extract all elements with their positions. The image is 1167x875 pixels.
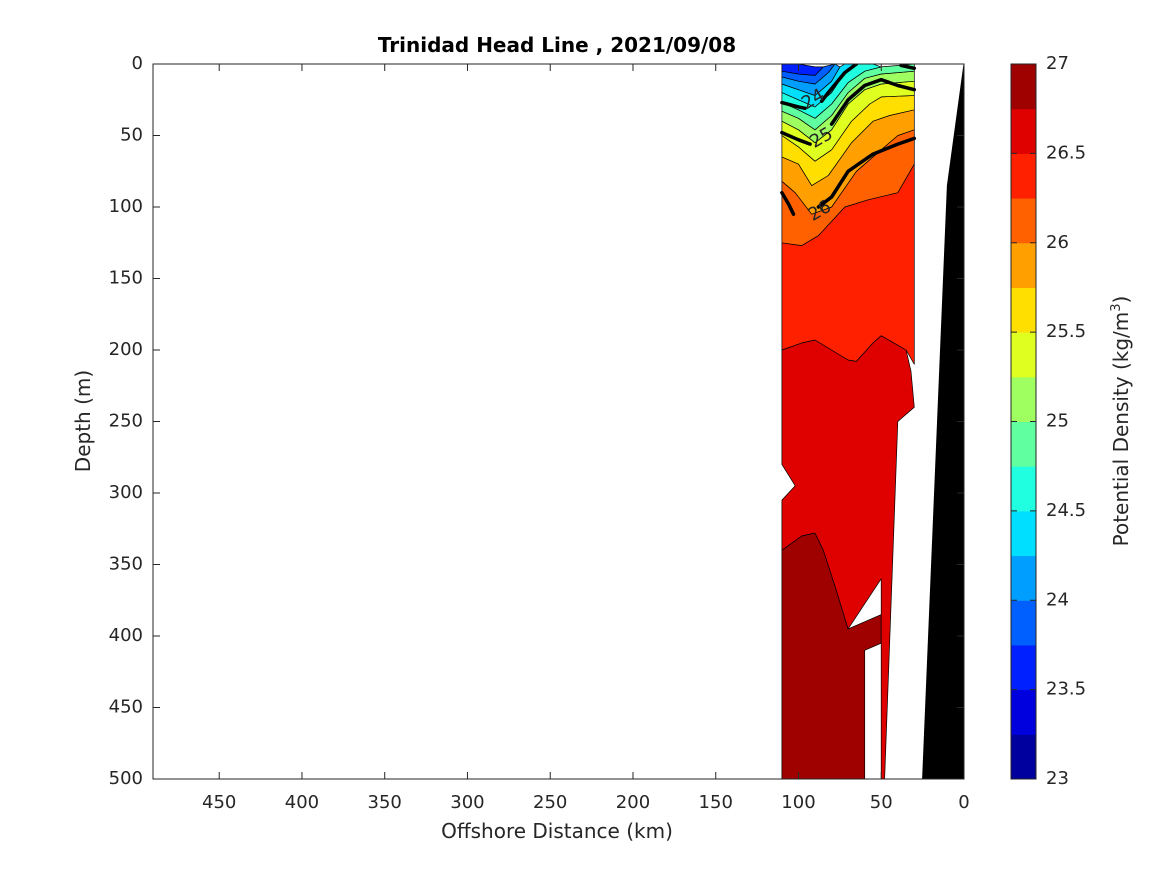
bathymetry-shape [922,64,964,779]
y-axis-ticks: 0 50 100 150 200 250 300 350 400 450 500 [109,53,964,789]
y-tick-label-400: 400 [109,625,143,646]
contour-line-layer [780,64,917,216]
colorbar-bin-8 [1011,376,1036,422]
colorbar-tick-label-26: 26 [1046,232,1069,253]
colorbar-bin-6 [1011,466,1036,512]
y-tick-label-500: 500 [109,768,143,789]
colorbar-bin-7 [1011,421,1036,467]
y-tick-label-250: 250 [109,411,143,432]
contour-fill-layer [781,64,915,779]
x-axis-label: Offshore Distance (km) [441,819,673,843]
y-tick-label-350: 350 [109,554,143,575]
contour-line-25-4 [829,77,917,126]
contour-line-25-3 [780,130,812,146]
y-tick-label-100: 100 [109,196,143,217]
chart-title: Trinidad Head Line , 2021/09/08 [378,33,736,57]
contour-line-24-0 [780,100,807,111]
colorbar-bin-10 [1011,287,1036,333]
colorbar-bin-11 [1011,242,1036,288]
y-tick-label-150: 150 [109,268,143,289]
colorbar-bin-14 [1011,108,1036,154]
x-tick-label-150: 150 [699,792,733,813]
colorbar-bin-9 [1011,332,1036,378]
colorbar-bin-4 [1011,555,1036,601]
colorbar-label-suffix: ) [1109,296,1133,304]
x-tick-label-50: 50 [870,792,893,813]
x-tick-label-0: 0 [958,792,969,813]
colorbar-tick-label-24.5: 24.5 [1046,500,1086,521]
x-tick-label-300: 300 [450,792,484,813]
colorbar-tick-label-25: 25 [1046,411,1069,432]
x-tick-label-450: 450 [202,792,236,813]
colorbar-bin-12 [1011,198,1036,244]
colorbar [1011,64,1036,780]
y-tick-label-450: 450 [109,697,143,718]
colorbar-bin-3 [1011,600,1036,646]
x-tick-label-350: 350 [368,792,402,813]
y-tick-label-0: 0 [132,53,143,74]
y-tick-label-200: 200 [109,339,143,360]
x-tick-label-100: 100 [781,792,815,813]
contour-line-24-1 [819,64,859,103]
colorbar-label-superscript: 3 [1109,303,1124,311]
colorbar-label-text: Potential Density (kg/m [1109,312,1133,547]
colorbar-tick-label-26.5: 26.5 [1046,142,1086,163]
bathymetry-layer [922,64,964,779]
y-axis-label: Depth (m) [71,370,95,472]
contour-line-26-6 [816,136,917,209]
colorbar-bin-0 [1011,734,1036,780]
colorbar-bin-5 [1011,510,1036,557]
colorbar-tick-label-25.5: 25.5 [1046,321,1086,342]
colorbar-label: Potential Density (kg/m3) [1109,296,1133,547]
y-tick-label-50: 50 [120,125,143,146]
contour-line-24-2 [899,64,917,71]
colorbar-bin-2 [1011,644,1036,691]
x-tick-label-200: 200 [616,792,650,813]
colorbar-tick-label-27: 27 [1046,53,1069,74]
colorbar-bin-13 [1011,153,1036,199]
colorbar-tick-label-23.5: 23.5 [1046,679,1086,700]
colorbar-bin-1 [1011,689,1036,735]
contour-line-26-5 [780,190,796,216]
colorbar-ticks: 23 23.5 24 24.5 25 25.5 26 26.5 27 [1011,53,1086,789]
x-tick-label-250: 250 [533,792,567,813]
x-tick-label-400: 400 [285,792,319,813]
x-axis-ticks: 450 400 350 300 250 200 150 100 50 0 [202,64,970,813]
colorbar-tick-label-24: 24 [1046,589,1069,610]
colorbar-bin-15 [1011,64,1036,110]
colorbar-tick-label-23: 23 [1046,768,1069,789]
y-tick-label-300: 300 [109,482,143,503]
